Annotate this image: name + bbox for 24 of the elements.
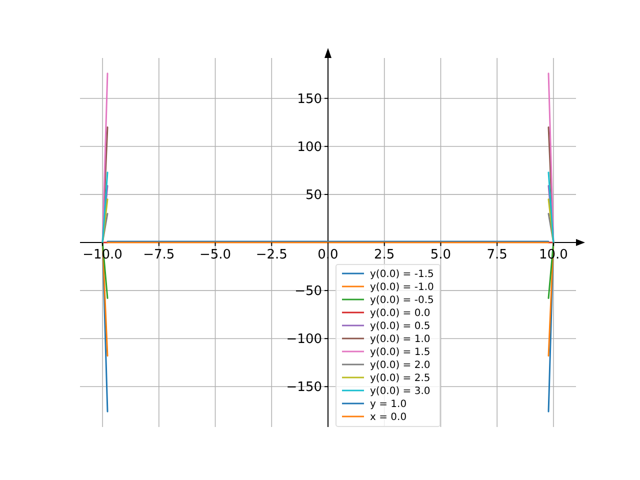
- y-tick-label: 150: [297, 92, 322, 107]
- legend-label: y(0.0) = -1.0: [370, 282, 434, 293]
- legend-label: y(0.0) = 2.5: [370, 373, 430, 384]
- x-tick-label: −2.5: [256, 248, 288, 262]
- y-tick-label: −50: [294, 284, 322, 300]
- x-tick-label: 5.0: [430, 248, 452, 262]
- legend-label: y(0.0) = 3.0: [370, 386, 430, 397]
- legend-label: y(0.0) = 0.5: [370, 321, 430, 332]
- y-tick-label: 50: [305, 188, 322, 203]
- legend-label: y(0.0) = 1.0: [370, 334, 430, 345]
- y-tick-label: −150: [286, 380, 322, 396]
- y-tick-label: 100: [297, 140, 322, 155]
- x-tick-label: 2.5: [374, 248, 395, 262]
- x-tick-label: −7.5: [143, 248, 175, 262]
- legend-label: y(0.0) = 2.0: [370, 360, 430, 371]
- legend-label: x = 0.0: [370, 412, 407, 423]
- legend-label: y(0.0) = 0.0: [370, 308, 430, 319]
- series-label: y(0.0) = -0.5: [370, 295, 434, 306]
- legend-label: y = 1.0: [370, 399, 407, 410]
- legend-label: y(0.0) = -1.5: [370, 269, 434, 280]
- x-tick-label: −5.0: [199, 248, 232, 262]
- legend-label: y(0.0) = 1.5: [370, 347, 430, 358]
- y-tick-label: −100: [286, 332, 322, 348]
- x-tick-label: 7.5: [486, 248, 508, 262]
